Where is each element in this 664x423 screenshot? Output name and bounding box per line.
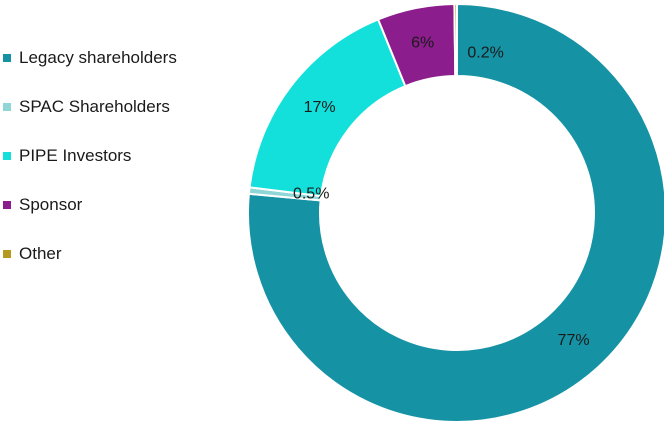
legend-label-pipe-investors: PIPE Investors [19, 145, 132, 165]
legend-label-other: Other [19, 243, 62, 263]
legend-item-spac-shareholders: SPAC Shareholders [3, 82, 177, 131]
legend-swatch-other [3, 249, 11, 258]
legend-label-sponsor: Sponsor [19, 194, 83, 214]
slice-legacy-shareholders [247, 2, 664, 423]
legend-swatch-pipe-investors [3, 151, 11, 160]
donut-slices [247, 2, 664, 423]
legend-label-legacy-shareholders: Legacy shareholders [19, 47, 177, 67]
data-label-other: 0.2% [467, 44, 503, 61]
legend-item-pipe-investors: PIPE Investors [3, 131, 177, 180]
legend-item-legacy-shareholders: Legacy shareholders [3, 33, 177, 82]
legend-item-sponsor: Sponsor [3, 180, 177, 229]
slice-other [453, 2, 458, 78]
chart-legend: Legacy shareholders SPAC Shareholders PI… [3, 33, 177, 278]
data-label-sponsor: 6% [411, 35, 434, 52]
legend-label-spac-shareholders: SPAC Shareholders [19, 96, 170, 116]
legend-item-other: Other [3, 229, 177, 278]
legend-swatch-legacy-shareholders [3, 53, 11, 62]
data-label-spac-shareholders: 0.5% [293, 186, 329, 203]
data-label-legacy-shareholders: 77% [558, 332, 590, 349]
legend-swatch-spac-shareholders [3, 102, 11, 111]
donut-data-labels: 77% 0.5% 17% 6% 0.2% [293, 35, 590, 349]
legend-swatch-sponsor [3, 200, 11, 209]
data-label-pipe-investors: 17% [304, 99, 336, 116]
